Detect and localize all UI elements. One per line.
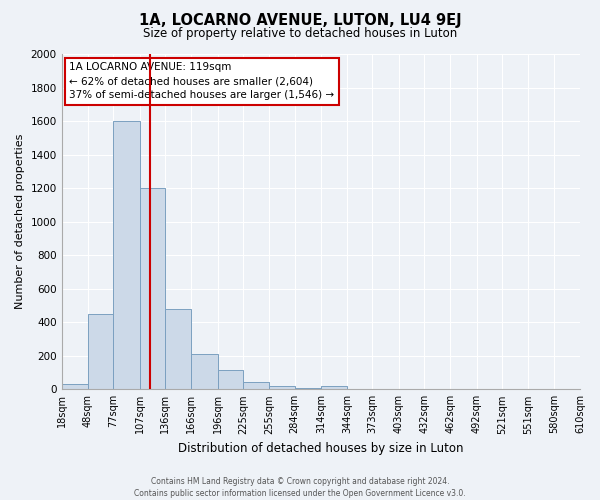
Bar <box>140 188 165 390</box>
Bar <box>62 384 88 390</box>
Text: 1A, LOCARNO AVENUE, LUTON, LU4 9EJ: 1A, LOCARNO AVENUE, LUTON, LU4 9EJ <box>139 12 461 28</box>
Text: 1A LOCARNO AVENUE: 119sqm
← 62% of detached houses are smaller (2,604)
37% of se: 1A LOCARNO AVENUE: 119sqm ← 62% of detac… <box>70 62 335 100</box>
Text: Contains HM Land Registry data © Crown copyright and database right 2024.
Contai: Contains HM Land Registry data © Crown c… <box>134 476 466 498</box>
Y-axis label: Number of detached properties: Number of detached properties <box>15 134 25 310</box>
Bar <box>88 314 113 390</box>
Bar <box>191 354 218 390</box>
Bar <box>165 309 191 390</box>
X-axis label: Distribution of detached houses by size in Luton: Distribution of detached houses by size … <box>178 442 464 455</box>
Bar <box>113 121 140 390</box>
Bar <box>243 382 269 390</box>
Bar <box>321 386 347 390</box>
Bar <box>295 388 321 390</box>
Bar <box>269 386 295 390</box>
Bar <box>218 370 243 390</box>
Text: Size of property relative to detached houses in Luton: Size of property relative to detached ho… <box>143 28 457 40</box>
